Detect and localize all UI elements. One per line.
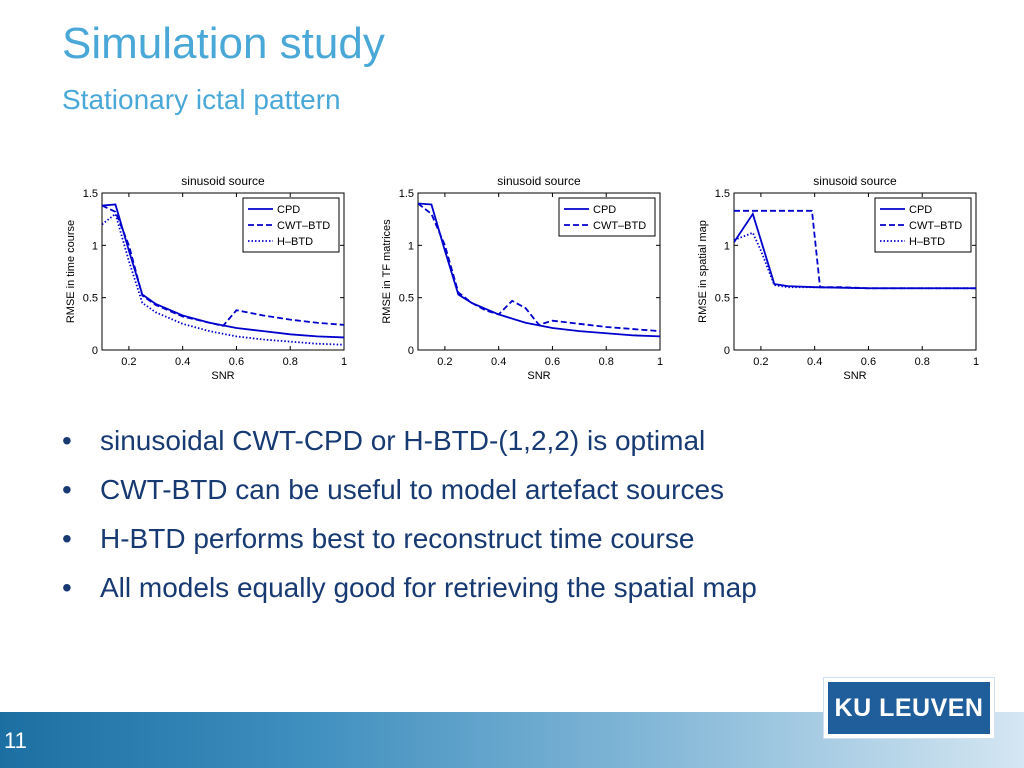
legend-box	[558, 197, 656, 237]
x-axis-label: SNR	[211, 370, 234, 382]
chart-spatial-map: sinusoid source 0 0.5 1 1.5 0.2 0.4 0.6 0.8 1 SNR R…	[690, 162, 990, 394]
x-tick-label: 0.4	[491, 356, 506, 368]
y-axis-label: RMSE in TF matrices	[381, 219, 393, 324]
y-tick-label: 0.5	[715, 293, 730, 305]
legend-label: CPD	[593, 204, 616, 216]
x-tick-label: 1	[973, 356, 979, 368]
legend-label: CWT–BTD	[909, 220, 962, 232]
x-tick-label: 0.8	[599, 356, 614, 368]
y-tick-label: 0.5	[83, 293, 98, 305]
y-axis-label: RMSE in spatial map	[697, 220, 709, 323]
x-tick-label: 0.2	[121, 356, 136, 368]
bullet-item: All models equally good for retrieving t…	[62, 563, 757, 612]
series-line	[418, 202, 660, 338]
ku-leuven-logo: KU LEUVEN	[823, 677, 995, 739]
y-tick-label: 0	[92, 345, 98, 357]
legend-label: CPD	[277, 204, 300, 216]
chart-time-course-svg: sinusoid source 0 0.5 1 1.5 0.2 0.4 0.6 0.8 1 SNR R…	[65, 174, 347, 382]
y-tick-label: 0	[724, 345, 730, 357]
bullet-item: sinusoidal CWT-CPD or H-BTD-(1,2,2) is o…	[62, 416, 757, 465]
y-tick-label: 1.5	[399, 188, 414, 200]
chart-title: sinusoid source	[497, 174, 581, 188]
x-axis-label: SNR	[843, 370, 866, 382]
y-tick-label: 1	[724, 240, 730, 252]
x-tick-label: 0.4	[175, 356, 190, 368]
page-number: 11	[4, 728, 27, 753]
chart-tf-matrices-svg: sinusoid source 0 0.5 1 1.5 0.2 0.4 0.6 0.8 1 SNR R…	[381, 174, 663, 382]
bullet-item: CWT-BTD can be useful to model artefact …	[62, 465, 757, 514]
y-tick-label: 1.5	[83, 188, 98, 200]
legend-box	[874, 197, 972, 253]
chart-spatial-map-svg: sinusoid source 0 0.5 1 1.5 0.2 0.4 0.6 0.8 1 SNR R…	[697, 174, 979, 382]
logo-text: KU LEUVEN	[834, 694, 984, 722]
x-tick-label: 0.2	[753, 356, 768, 368]
x-tick-label: 0.8	[283, 356, 298, 368]
series-line	[734, 231, 976, 290]
x-tick-label: 1	[341, 356, 347, 368]
chart-tf-matrices: sinusoid source 0 0.5 1 1.5 0.2 0.4 0.6 0.8 1 SNR R…	[374, 162, 674, 394]
series-line	[418, 202, 660, 333]
bullet-list: sinusoidal CWT-CPD or H-BTD-(1,2,2) is o…	[62, 416, 757, 612]
slide-title: Simulation study	[62, 19, 385, 68]
x-tick-label: 0.4	[807, 356, 822, 368]
legend-label: CWT–BTD	[593, 220, 646, 232]
y-tick-label: 1.5	[715, 188, 730, 200]
legend-label: CWT–BTD	[277, 220, 330, 232]
x-axis-label: SNR	[527, 370, 550, 382]
y-tick-label: 1	[92, 240, 98, 252]
y-tick-label: 0	[408, 345, 414, 357]
legend-label: H–BTD	[909, 236, 945, 248]
x-tick-label: 0.6	[861, 356, 876, 368]
legend-label: CPD	[909, 204, 932, 216]
chart-title: sinusoid source	[813, 174, 897, 188]
y-tick-label: 1	[408, 240, 414, 252]
x-tick-label: 0.6	[545, 356, 560, 368]
x-tick-label: 0.2	[437, 356, 452, 368]
bullet-item: H-BTD performs best to reconstruct time …	[62, 514, 757, 563]
chart-title: sinusoid source	[181, 174, 265, 188]
series-line	[102, 204, 344, 327]
chart-time-course: sinusoid source 0 0.5 1 1.5 0.2 0.4 0.6 0.8 1 SNR R…	[58, 162, 358, 394]
y-tick-label: 0.5	[399, 293, 414, 305]
slide-subtitle: Stationary ictal pattern	[62, 84, 341, 115]
y-axis-label: RMSE in time course	[65, 220, 77, 323]
x-tick-label: 0.8	[915, 356, 930, 368]
x-tick-label: 0.6	[229, 356, 244, 368]
legend-label: H–BTD	[277, 236, 313, 248]
x-tick-label: 1	[657, 356, 663, 368]
